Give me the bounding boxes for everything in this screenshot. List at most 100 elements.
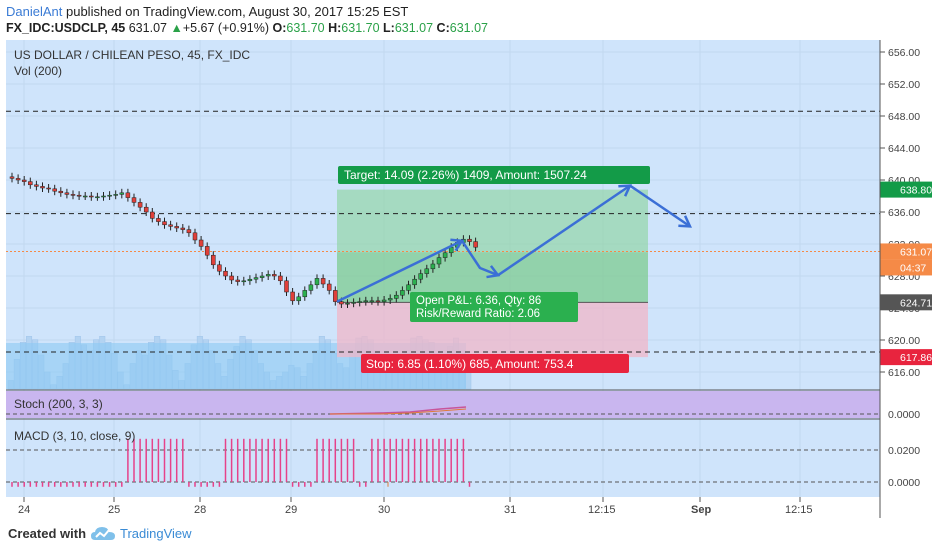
arrow-head — [486, 265, 501, 279]
candle-body — [424, 268, 430, 274]
candle-body — [229, 275, 234, 281]
candle-body — [76, 194, 82, 197]
pnl-label-box — [410, 292, 578, 322]
candle-body — [406, 284, 411, 291]
candle-body — [381, 299, 387, 302]
stoch-label: Stoch (200, 3, 3) — [14, 397, 103, 411]
published-text: published on TradingView.com, August 30,… — [62, 4, 409, 19]
time-tick-label: 30 — [378, 504, 390, 516]
candle-body — [137, 202, 143, 208]
candle-body — [387, 298, 393, 301]
publish-line: DanielAnt published on TradingView.com, … — [6, 4, 408, 19]
countdown-tag-box — [880, 259, 932, 276]
high-label: H: — [328, 21, 342, 35]
last-price-tag-box — [880, 243, 932, 260]
time-tick-label: 24 — [18, 504, 30, 516]
candle-body — [119, 192, 125, 195]
chart-title: US DOLLAR / CHILEAN PESO, 45, FX_IDC — [14, 48, 250, 62]
candle-body — [369, 300, 375, 303]
candle-body — [52, 188, 57, 192]
footer: Created with TradingView — [0, 518, 932, 550]
price-tick-label: 656.00 — [888, 47, 920, 59]
countdown-tag: 04:37 — [900, 262, 926, 274]
price-tick-label: 652.00 — [888, 79, 920, 91]
stop-price-tag: 617.86 — [900, 352, 932, 364]
target-price-tag: 638.80 — [900, 185, 932, 197]
time-tick-label: 12:15 — [785, 504, 813, 516]
candle-body — [40, 186, 45, 189]
candle-body — [204, 246, 210, 256]
open-value: 631.70 — [286, 21, 325, 35]
volume-label: Vol (200) — [14, 64, 62, 78]
candle-body — [211, 254, 216, 266]
stoch-d-line — [330, 408, 467, 415]
candle-body — [162, 221, 167, 226]
high-value: 631.70 — [341, 21, 380, 35]
candle-body — [436, 257, 442, 265]
candle-body — [150, 211, 155, 219]
target-price-tag-box — [880, 181, 932, 198]
candle-body — [394, 294, 399, 299]
time-tick-label: 28 — [194, 504, 206, 516]
candle-body — [241, 280, 247, 283]
price-axis-background — [880, 40, 932, 518]
candle-body — [168, 224, 173, 227]
candle-body — [400, 290, 405, 296]
candle-body — [375, 300, 381, 303]
candle-body — [9, 176, 15, 179]
price-tick-label: 620.00 — [888, 335, 920, 347]
arrow-head — [618, 184, 633, 197]
candle-body — [107, 194, 112, 197]
time-tick-label: 29 — [285, 504, 297, 516]
candle-body — [70, 194, 76, 196]
projection-polyline — [336, 184, 691, 303]
candle-body — [21, 179, 27, 182]
candle-body — [430, 263, 436, 270]
stoch-tick-label: 0.0000 — [888, 409, 920, 421]
candle-body — [412, 278, 417, 286]
candle-body — [278, 275, 283, 282]
price-tick-label: 644.00 — [888, 143, 920, 155]
tradingview-brand-link[interactable]: TradingView — [120, 526, 192, 541]
risk-reward-label: Risk/Reward Ratio: 2.06 — [416, 308, 540, 320]
candle-body — [339, 301, 344, 305]
tradingview-cloud-icon — [91, 527, 115, 540]
arrow-head — [450, 238, 465, 252]
candle-body — [290, 291, 295, 302]
change-value: +5.67 (+0.91%) — [182, 21, 269, 35]
candle-body — [333, 290, 338, 302]
entry-price-tag-box — [880, 294, 932, 311]
candle-body — [192, 232, 198, 241]
candle-body — [302, 290, 308, 298]
price-tick-label: 636.00 — [888, 207, 920, 219]
chart-canvas[interactable]: Target: 14.09 (2.26%) 1409, Amount: 1507… — [0, 40, 932, 518]
candle-body — [467, 238, 472, 242]
macd-tick-label: 0.0200 — [888, 445, 920, 457]
time-axis[interactable]: 24 25 28 29 30 31 12:15 Sep 12:15 — [18, 497, 813, 516]
price-tick-label: 616.00 — [888, 367, 920, 379]
entry-price-tag: 624.71 — [900, 297, 932, 309]
candle-body — [351, 302, 356, 304]
author-link[interactable]: DanielAnt — [6, 4, 63, 19]
candle-body — [235, 279, 240, 282]
macd-pane: 0.0200 0.0000 — [6, 438, 920, 489]
close-value: 631.07 — [449, 21, 488, 35]
last-price-tag: 631.07 — [900, 246, 932, 258]
target-label-box — [338, 166, 650, 184]
candle-body — [174, 226, 179, 229]
close-label: C: — [436, 21, 450, 35]
candle-body — [253, 277, 259, 280]
candle-body — [320, 278, 326, 285]
candle-body — [345, 302, 350, 305]
candle-body — [272, 274, 277, 277]
created-with-label: Created with — [8, 526, 87, 541]
symbol-label: FX_IDC:USDCLP, 45 — [6, 21, 126, 35]
projection-arrow[interactable] — [336, 184, 693, 303]
candle-body — [46, 187, 51, 190]
time-axis-background — [6, 497, 880, 518]
pnl-label: Open P&L: 6.36, Qty: 86 — [416, 295, 541, 307]
chart-header: DanielAnt published on TradingView.com, … — [0, 0, 932, 40]
stoch-k-line — [329, 406, 467, 415]
candle-body — [113, 194, 118, 196]
low-label: L: — [383, 21, 395, 35]
